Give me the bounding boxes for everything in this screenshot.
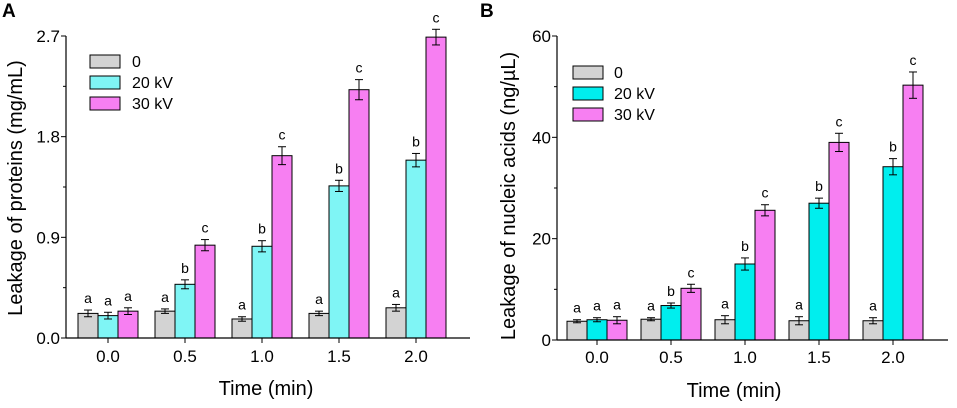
panel-b-significance-label: b — [741, 238, 749, 254]
panel-b-bar — [640, 318, 662, 341]
panel-a-legend-label: 20 kV — [132, 75, 173, 92]
panel-a-x-tick-label: 1.5 — [327, 347, 351, 366]
panel-b-x-tick-label: 2.0 — [881, 348, 905, 367]
panel-a-bar — [154, 310, 176, 339]
panel-b-bar — [566, 320, 588, 341]
panel-b-bar — [586, 319, 608, 341]
panel-a-x-tick-label: 0.5 — [173, 347, 197, 366]
panel-b-significance-label: c — [910, 52, 917, 68]
panel-a-significance-label: b — [258, 221, 266, 237]
panel-b-legend-swatch — [572, 86, 604, 101]
panel-a-significance-label: c — [279, 127, 286, 143]
panel-b-legend-label: 20 kV — [614, 86, 655, 103]
panel-b-significance-label: b — [667, 283, 675, 299]
panel-label-a: A — [2, 1, 16, 22]
panel-a-bar — [405, 159, 427, 339]
panel-b-legend-label: 30 kV — [614, 107, 655, 124]
panel-a-y-tick-label: 1.8 — [36, 128, 60, 147]
panel-a-significance-label: a — [238, 297, 246, 313]
panel-b-significance-label: a — [593, 298, 601, 314]
panel-b-bar — [828, 141, 850, 341]
panel-a-significance-label: a — [315, 291, 323, 307]
panel-a-bar — [251, 245, 273, 339]
panel-b-y-tick-label: 40 — [532, 128, 551, 147]
panel-b-significance-label: c — [688, 264, 695, 280]
panel-a-significance-label: c — [202, 220, 209, 236]
panel-b-y-tick-label: 20 — [532, 230, 551, 249]
panel-b-significance-label: a — [721, 296, 729, 312]
panel-b-y-tick-label: 0 — [542, 331, 551, 350]
panel-a-bar — [174, 283, 196, 339]
panel-a-legend-swatch — [89, 96, 121, 111]
panel-b-bar — [734, 263, 756, 341]
panel-b-significance-label: b — [815, 178, 823, 194]
panel-a-x-tick-label: 2.0 — [404, 347, 428, 366]
panel-a-legend-swatch — [89, 75, 121, 90]
panel-a-significance-label: a — [104, 292, 112, 308]
panel-a-legend-swatch — [89, 54, 121, 69]
panel-b-bar — [902, 84, 924, 341]
panel-b-significance-label: c — [762, 185, 769, 201]
panel-a-y-tick-label: 0.9 — [36, 228, 60, 247]
panel-b-legend-label: 0 — [614, 65, 623, 82]
panel-a-bar — [308, 312, 330, 339]
panel-label-b: B — [480, 1, 494, 22]
panel-b-legend-swatch — [572, 107, 604, 122]
panel-a-bar — [117, 310, 139, 339]
panel-a-significance-label: a — [124, 288, 132, 304]
panel-a-significance-label: b — [412, 133, 420, 149]
panel-a-significance-label: a — [84, 290, 92, 306]
panel-a-x-tick-label: 1.0 — [250, 347, 274, 366]
panel-b-x-tick-label: 1.0 — [733, 348, 757, 367]
panel-a-bar — [328, 185, 350, 339]
panel-a-legend-label: 30 kV — [132, 96, 173, 113]
panel-b-y-axis-title: Leakage of nucleic acids (ng/µL) — [498, 52, 520, 340]
panel-a-significance-label: a — [392, 284, 400, 300]
panel-a-significance-label: c — [356, 60, 363, 76]
panel-a-y-tick-label: 0.0 — [36, 329, 60, 348]
panel-b-significance-label: b — [889, 139, 897, 155]
panel-b-x-tick-label: 1.5 — [807, 348, 831, 367]
panel-a-significance-label: a — [161, 289, 169, 305]
panel-b-significance-label: a — [869, 298, 877, 314]
panel-a-bar — [425, 36, 447, 339]
panel-b-x-tick-label: 0.0 — [585, 348, 609, 367]
panel-b-significance-label: c — [836, 113, 843, 129]
panel-b-bar — [808, 202, 830, 341]
panel-b-significance-label: a — [613, 297, 621, 313]
panel-b-x-tick-label: 0.5 — [659, 348, 683, 367]
panel-a-bar — [231, 318, 253, 339]
panel-b-significance-label: a — [573, 300, 581, 316]
panel-a-significance-label: b — [181, 260, 189, 276]
panel-b-y-tick-label: 60 — [532, 27, 551, 46]
panel-b-significance-label: a — [647, 298, 655, 314]
panel-b-x-axis-title: Time (min) — [687, 380, 782, 402]
panel-a-significance-label: b — [335, 160, 343, 176]
panel-b-bar — [754, 209, 776, 341]
panel-a-y-axis-title: Leakage of proteins (mg/mL) — [5, 60, 27, 316]
panel-b-significance-label: a — [795, 297, 803, 313]
panel-a-y-tick-label: 2.7 — [36, 27, 60, 46]
panel-a-x-axis-title: Time (min) — [219, 378, 314, 400]
panel-a-legend-label: 0 — [132, 54, 141, 71]
panel-b-bar — [680, 287, 702, 341]
panel-a: A Leakage of proteins (mg/mL) Time (min)… — [2, 1, 470, 400]
panel-b-bar — [882, 166, 904, 341]
panel-a-bar — [271, 155, 293, 339]
panel-b: B Leakage of nucleic acids (ng/µL) Time … — [480, 1, 948, 402]
panel-a-x-tick-label: 0.0 — [96, 347, 120, 366]
panel-a-bar — [348, 89, 370, 339]
panel-a-significance-label: c — [433, 9, 440, 25]
panel-b-legend-swatch — [572, 65, 604, 80]
panel-b-bar — [660, 305, 682, 341]
panel-a-bar — [385, 307, 407, 339]
panel-a-bar — [194, 244, 216, 339]
